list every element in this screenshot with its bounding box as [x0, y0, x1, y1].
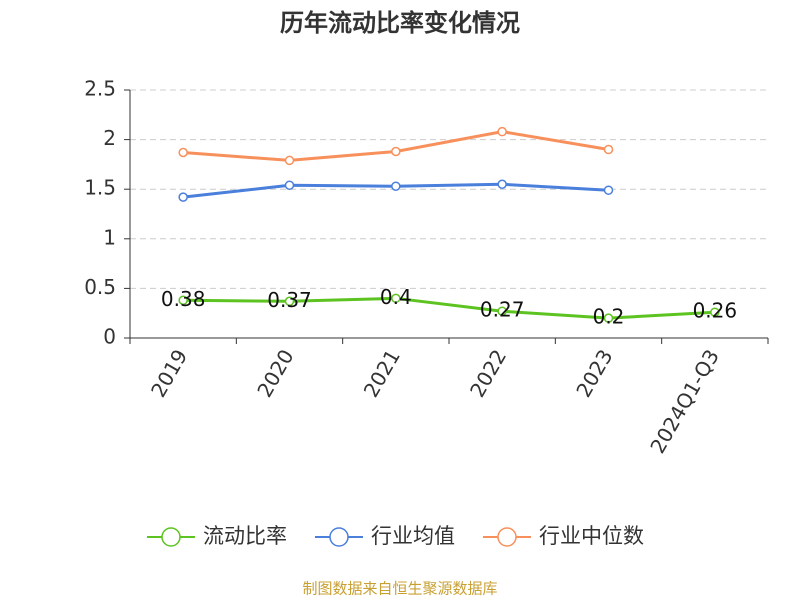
data-point [603, 144, 614, 155]
legend-label: 行业均值 [371, 524, 455, 548]
y-tick-label: 0 [103, 325, 116, 349]
data-point [391, 181, 401, 191]
data-point [497, 306, 507, 316]
legend-marker [161, 527, 181, 547]
data-label: 0.37 [267, 288, 312, 312]
x-tick-label: 2022 [465, 345, 511, 401]
x-tick-label: 2021 [359, 345, 405, 401]
legend-item: 行业中位数 [483, 524, 644, 548]
legend-marker [329, 527, 349, 547]
y-tick-label: 2 [103, 126, 116, 150]
data-label: 0.27 [480, 298, 525, 322]
data-point [391, 293, 401, 304]
data-label: 0.4 [380, 285, 412, 309]
y-tick-label: 2.5 [84, 77, 116, 101]
y-tick-label: 0.5 [84, 275, 116, 299]
source-note: 制图数据来自恒生聚源数据库 [302, 580, 497, 598]
data-point [497, 179, 507, 189]
data-point [391, 146, 401, 157]
x-tick-label: 2020 [252, 345, 298, 401]
chart-title: 历年流动比率变化情况 [280, 9, 520, 37]
y-tick-label: 1.5 [84, 176, 116, 200]
data-label: 0.38 [161, 287, 206, 311]
data-point [284, 296, 295, 307]
legend-marker [497, 527, 517, 547]
data-point [178, 295, 188, 306]
data-label: 0.26 [693, 299, 738, 323]
x-tick-label: 2023 [571, 345, 617, 401]
data-point [603, 313, 614, 323]
data-point [284, 155, 295, 166]
x-tick-label: 2019 [146, 345, 192, 401]
data-point [497, 126, 507, 137]
legend-label: 流动比率 [203, 524, 287, 548]
series-line [183, 296, 715, 320]
data-point [603, 185, 614, 195]
legend-label: 行业中位数 [539, 524, 644, 548]
legend-item: 行业均值 [315, 524, 455, 548]
data-label: 0.2 [593, 305, 625, 329]
data-point [178, 192, 188, 202]
legend-item: 流动比率 [147, 524, 287, 548]
data-point [284, 180, 295, 190]
y-tick-label: 1 [103, 225, 116, 249]
x-tick-label: 2024Q1-Q3 [645, 345, 724, 457]
data-point [178, 147, 188, 158]
data-point [710, 307, 720, 317]
